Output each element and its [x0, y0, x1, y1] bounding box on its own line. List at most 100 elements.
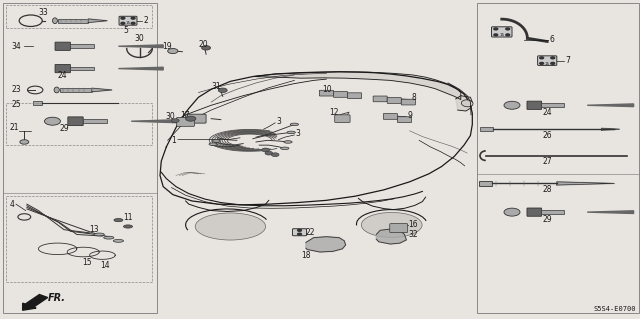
Bar	[477, 3, 639, 313]
Text: 2: 2	[143, 16, 148, 25]
Circle shape	[168, 48, 178, 54]
Text: 26: 26	[542, 131, 552, 140]
Text: 20: 20	[198, 40, 208, 48]
Text: 11: 11	[123, 213, 132, 222]
Text: 8: 8	[412, 93, 416, 102]
Circle shape	[494, 28, 498, 30]
Text: 12: 12	[330, 108, 339, 117]
Text: 3: 3	[296, 130, 301, 138]
Text: 1: 1	[172, 136, 176, 145]
Polygon shape	[588, 104, 634, 107]
Text: 7: 7	[565, 56, 570, 65]
Text: 13: 13	[90, 225, 99, 234]
Text: 28: 28	[543, 185, 552, 194]
Text: 15: 15	[82, 258, 92, 267]
Circle shape	[540, 57, 543, 59]
Text: 21: 21	[10, 123, 19, 132]
Text: 29: 29	[59, 124, 69, 133]
Ellipse shape	[461, 100, 473, 107]
Circle shape	[494, 34, 498, 36]
Ellipse shape	[52, 18, 58, 24]
Bar	[6, 103, 152, 145]
Ellipse shape	[209, 143, 218, 145]
Circle shape	[506, 28, 509, 30]
FancyBboxPatch shape	[383, 114, 397, 119]
Ellipse shape	[114, 219, 123, 222]
Text: 17: 17	[180, 111, 190, 120]
FancyBboxPatch shape	[390, 224, 408, 233]
Ellipse shape	[504, 101, 520, 109]
FancyBboxPatch shape	[387, 98, 401, 103]
Polygon shape	[118, 45, 163, 48]
Bar	[60, 88, 92, 92]
Text: 24: 24	[542, 108, 552, 117]
Ellipse shape	[284, 141, 292, 143]
Bar	[541, 103, 564, 107]
Circle shape	[121, 17, 125, 19]
Text: FR.: FR.	[48, 293, 66, 303]
Ellipse shape	[504, 208, 520, 216]
Ellipse shape	[291, 123, 299, 126]
Bar	[3, 3, 157, 313]
Text: 24: 24	[58, 71, 68, 80]
Text: 19: 19	[162, 42, 172, 51]
Text: 4: 4	[10, 200, 15, 209]
Bar	[480, 127, 493, 131]
Circle shape	[202, 46, 211, 50]
FancyBboxPatch shape	[492, 27, 512, 37]
Text: 23: 23	[12, 85, 21, 94]
Circle shape	[172, 119, 179, 122]
Circle shape	[265, 151, 273, 155]
Polygon shape	[557, 182, 614, 185]
Polygon shape	[376, 229, 406, 244]
Text: 30: 30	[134, 34, 144, 43]
Bar	[83, 119, 107, 123]
Circle shape	[506, 34, 509, 36]
Text: 27: 27	[542, 157, 552, 166]
Text: 30: 30	[165, 112, 175, 121]
Circle shape	[218, 88, 227, 93]
Polygon shape	[118, 67, 163, 70]
Ellipse shape	[113, 239, 124, 242]
Polygon shape	[588, 211, 634, 213]
Text: 29: 29	[542, 215, 552, 224]
Ellipse shape	[45, 117, 61, 125]
Circle shape	[262, 148, 269, 152]
Text: 25: 25	[12, 100, 21, 109]
Ellipse shape	[287, 131, 296, 134]
Polygon shape	[602, 128, 620, 130]
Ellipse shape	[104, 236, 114, 239]
Circle shape	[20, 140, 29, 144]
Circle shape	[298, 233, 301, 235]
Bar	[6, 5, 152, 28]
Bar	[70, 44, 94, 48]
Bar	[6, 196, 152, 282]
Ellipse shape	[212, 140, 220, 142]
Ellipse shape	[54, 87, 60, 93]
Text: 10: 10	[322, 85, 332, 94]
Text: 9: 9	[408, 111, 413, 120]
FancyBboxPatch shape	[55, 42, 70, 50]
Text: 14: 14	[100, 261, 109, 270]
Text: 33: 33	[38, 8, 48, 17]
Text: 3: 3	[276, 117, 282, 126]
Circle shape	[298, 229, 301, 231]
FancyArrow shape	[22, 294, 47, 310]
Text: 16: 16	[408, 220, 418, 229]
FancyBboxPatch shape	[177, 117, 195, 126]
Text: 22: 22	[306, 228, 316, 237]
FancyBboxPatch shape	[68, 117, 83, 126]
FancyBboxPatch shape	[333, 92, 348, 97]
Bar	[58, 19, 88, 23]
Ellipse shape	[361, 212, 422, 237]
FancyBboxPatch shape	[335, 115, 350, 122]
Ellipse shape	[195, 213, 266, 240]
Text: 32: 32	[408, 230, 418, 239]
Text: 5: 5	[123, 26, 128, 35]
Text: 6: 6	[549, 35, 554, 44]
Ellipse shape	[124, 225, 132, 228]
Circle shape	[121, 22, 125, 24]
Circle shape	[271, 153, 279, 157]
Bar	[479, 181, 492, 186]
Bar	[33, 101, 42, 105]
